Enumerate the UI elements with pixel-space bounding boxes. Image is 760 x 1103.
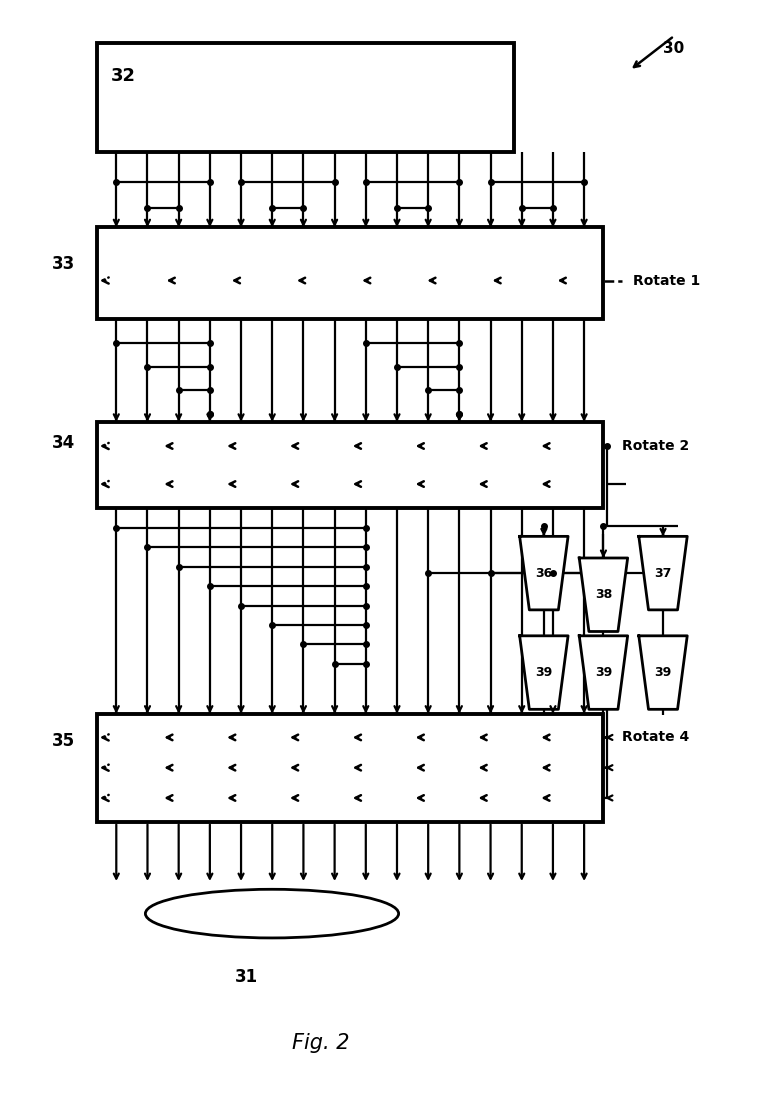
Polygon shape bbox=[639, 635, 687, 709]
Polygon shape bbox=[579, 635, 628, 709]
Text: 39: 39 bbox=[654, 666, 672, 679]
Text: 32: 32 bbox=[110, 67, 135, 85]
Text: 30: 30 bbox=[663, 42, 684, 56]
Text: Rotate 4: Rotate 4 bbox=[622, 730, 689, 745]
Text: 39: 39 bbox=[595, 666, 612, 679]
Ellipse shape bbox=[145, 889, 398, 938]
Text: 37: 37 bbox=[654, 567, 672, 579]
Polygon shape bbox=[520, 635, 568, 709]
Text: 36: 36 bbox=[535, 567, 553, 579]
Text: Rotate 2: Rotate 2 bbox=[622, 439, 689, 453]
Text: 35: 35 bbox=[52, 731, 75, 750]
Text: 39: 39 bbox=[535, 666, 553, 679]
Text: Fig. 2: Fig. 2 bbox=[292, 1034, 349, 1053]
Text: 33: 33 bbox=[52, 255, 75, 272]
Bar bbox=[97, 421, 603, 508]
Polygon shape bbox=[579, 558, 628, 632]
Text: 38: 38 bbox=[595, 588, 612, 601]
Bar bbox=[97, 227, 603, 319]
Bar bbox=[97, 43, 514, 151]
Polygon shape bbox=[520, 536, 568, 610]
Text: 31: 31 bbox=[235, 967, 258, 986]
Text: Rotate 1: Rotate 1 bbox=[633, 274, 701, 288]
Polygon shape bbox=[639, 536, 687, 610]
Bar bbox=[97, 714, 603, 822]
Text: 34: 34 bbox=[52, 435, 75, 452]
